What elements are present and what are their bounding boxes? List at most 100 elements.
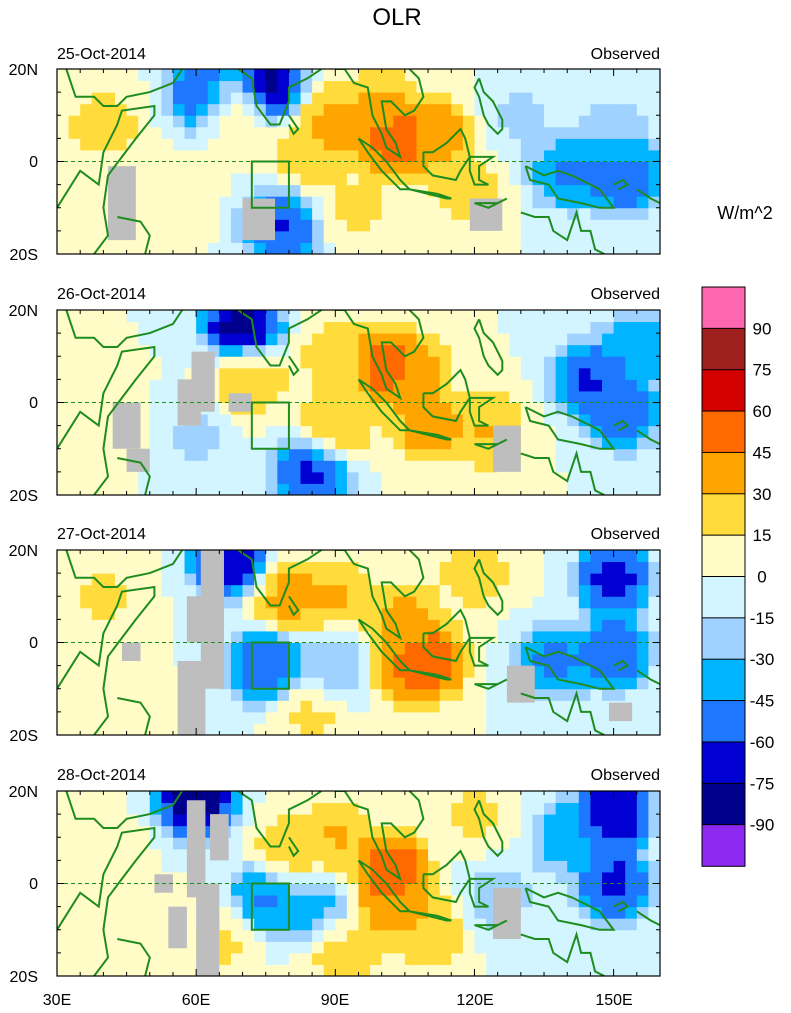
field-cell <box>497 573 510 586</box>
field-cell <box>404 895 417 908</box>
field-cell <box>358 414 371 427</box>
field-cell <box>68 115 81 128</box>
field-cell <box>370 952 383 965</box>
field-cell <box>636 929 649 942</box>
field-cell <box>636 584 649 597</box>
field-cell <box>625 242 638 254</box>
field-cell <box>242 356 255 369</box>
field-cell <box>138 310 151 323</box>
field-cell <box>428 791 441 804</box>
field-cell <box>381 723 394 735</box>
field-cell <box>544 207 557 220</box>
field-cell <box>207 184 220 197</box>
field-cell <box>520 126 533 139</box>
field-cell <box>544 871 557 884</box>
field-cell <box>184 918 197 931</box>
field-cell <box>555 802 568 815</box>
field-cell <box>486 184 499 197</box>
field-cell <box>242 642 255 655</box>
field-cell <box>462 607 475 620</box>
field-cell <box>219 367 232 380</box>
field-cell <box>91 310 104 323</box>
field-cell <box>532 103 545 116</box>
field-cell <box>254 918 267 931</box>
field-cell <box>68 711 81 724</box>
field-cell <box>428 230 441 243</box>
field-cell <box>451 825 464 838</box>
field-cell <box>323 138 336 151</box>
field-cell <box>544 607 557 620</box>
field-cell <box>509 642 522 655</box>
field-cell <box>567 964 580 976</box>
field-cell <box>602 92 615 105</box>
field-cell <box>439 941 452 954</box>
field-cell <box>544 642 557 655</box>
field-cell <box>613 390 626 403</box>
coastline <box>473 558 504 617</box>
field-cell <box>254 802 267 815</box>
field-cell <box>474 941 487 954</box>
field-cell <box>462 230 475 243</box>
field-cell <box>172 460 186 473</box>
field-cell <box>625 906 638 919</box>
field-cell <box>242 630 255 643</box>
colorbar-swatch <box>701 327 746 371</box>
field-cell <box>636 654 649 667</box>
field-cell <box>532 69 545 82</box>
field-cell <box>416 941 429 954</box>
field-cell <box>416 964 429 976</box>
field-cell <box>138 471 151 484</box>
field-cell <box>126 895 139 908</box>
panel-3-label: Observed <box>591 526 660 543</box>
field-cell <box>625 607 638 620</box>
field-cell <box>625 184 638 197</box>
field-cell <box>474 791 487 804</box>
field-cell <box>335 379 348 392</box>
field-cell <box>126 883 139 896</box>
field-cell <box>497 230 510 243</box>
field-cell <box>462 665 475 678</box>
coastline <box>117 697 151 735</box>
field-cell <box>196 207 209 220</box>
field-cell <box>393 80 406 93</box>
field-cell <box>68 149 81 162</box>
field-cell <box>230 630 244 643</box>
field-cell <box>300 80 313 93</box>
field-cell <box>68 573 81 586</box>
field-cell <box>602 425 615 438</box>
field-cell <box>196 126 209 139</box>
field-cell <box>219 126 232 139</box>
field-cell <box>370 333 383 346</box>
field-cell <box>404 711 417 724</box>
field-cell <box>57 103 70 116</box>
field-cell <box>544 802 557 815</box>
field-cell <box>138 425 151 438</box>
field-cell <box>474 69 487 82</box>
field-cell <box>520 115 533 128</box>
field-cell <box>358 92 371 105</box>
field-cell <box>567 115 580 128</box>
field-cell <box>497 80 510 93</box>
field-cell <box>126 802 139 815</box>
field-cell <box>451 483 464 495</box>
field-cell <box>509 367 522 380</box>
field-cell <box>625 80 638 93</box>
field-cell <box>520 69 533 82</box>
field-cell <box>393 906 406 919</box>
field-cell <box>312 688 325 701</box>
field-cell <box>149 941 162 954</box>
field-cell <box>288 665 302 678</box>
field-cell <box>138 242 151 254</box>
field-cell <box>451 711 464 724</box>
field-cell <box>172 561 186 574</box>
field-cell <box>149 321 162 334</box>
field-cell <box>68 929 81 942</box>
field-cell <box>393 321 406 334</box>
field-cell <box>602 561 615 574</box>
field-cell <box>103 561 116 574</box>
field-cell <box>625 414 638 427</box>
field-cell <box>335 630 348 643</box>
field-cell <box>323 333 336 346</box>
field-cell <box>57 941 70 954</box>
field-cell <box>254 69 267 82</box>
